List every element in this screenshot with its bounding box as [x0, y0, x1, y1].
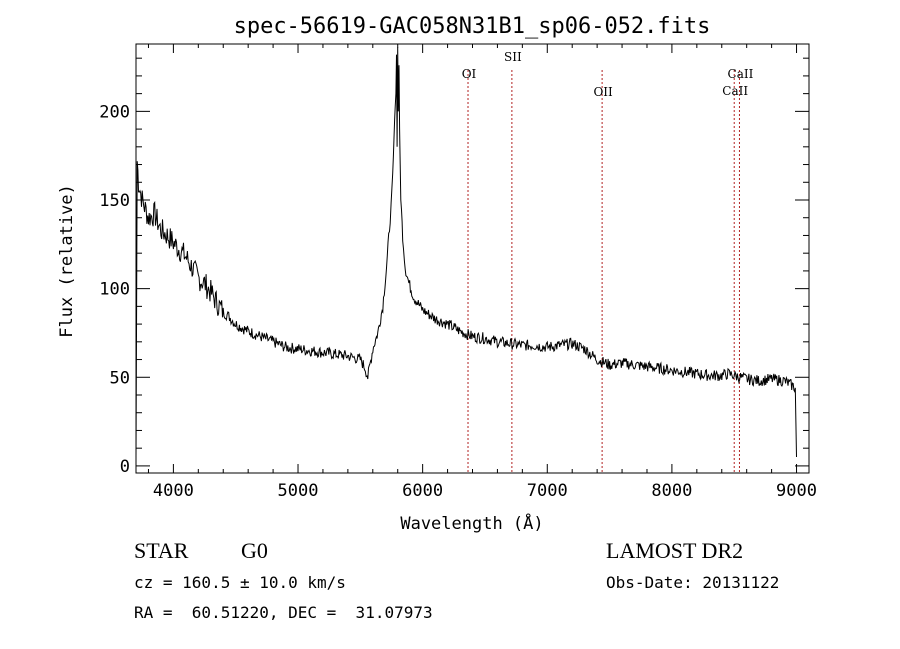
- ra-dec-coordinates: RA = 60.51220, DEC = 31.07973: [134, 603, 433, 622]
- y-axis-label: Flux (relative): [57, 184, 77, 338]
- y-tick-label: 150: [99, 191, 130, 211]
- x-tick-label: 5000: [278, 481, 319, 501]
- line-marker-label: OI: [462, 67, 477, 81]
- object-class: STAR: [134, 538, 189, 563]
- observation-date: Obs-Date: 20131122: [606, 573, 780, 592]
- y-tick-label: 100: [99, 280, 130, 300]
- redshift-cz: cz = 160.5 ± 10.0 km/s: [134, 573, 346, 592]
- line-marker-label: CaII: [728, 67, 754, 81]
- axis-ticks: 4000 5000 6000 7000 8000 9000 0 50 100 150 200: [99, 44, 817, 501]
- x-tick-label: 6000: [402, 481, 443, 501]
- spectral-line-markers: OI SII OII CaII CaII: [462, 50, 754, 473]
- y-tick-label: 50: [110, 368, 130, 388]
- y-tick-label: 0: [120, 457, 130, 477]
- x-axis-label: Wavelength (Å): [400, 512, 543, 534]
- chart-title: spec-56619-GAC058N31B1_sp06-052.fits: [234, 14, 711, 39]
- plot-frame: [135, 43, 810, 474]
- line-marker-label: CaII: [722, 84, 748, 98]
- object-subclass: G0: [241, 538, 268, 563]
- line-marker-label: SII: [504, 50, 522, 64]
- survey-label: LAMOST DR2: [606, 538, 744, 563]
- y-tick-label: 200: [99, 102, 130, 122]
- spectrum-line: [135, 47, 797, 458]
- x-tick-label: 4000: [153, 481, 194, 501]
- x-tick-label: 9000: [776, 481, 817, 501]
- x-tick-label: 7000: [527, 481, 568, 501]
- x-tick-label: 8000: [651, 481, 692, 501]
- line-marker-label: OII: [593, 85, 613, 99]
